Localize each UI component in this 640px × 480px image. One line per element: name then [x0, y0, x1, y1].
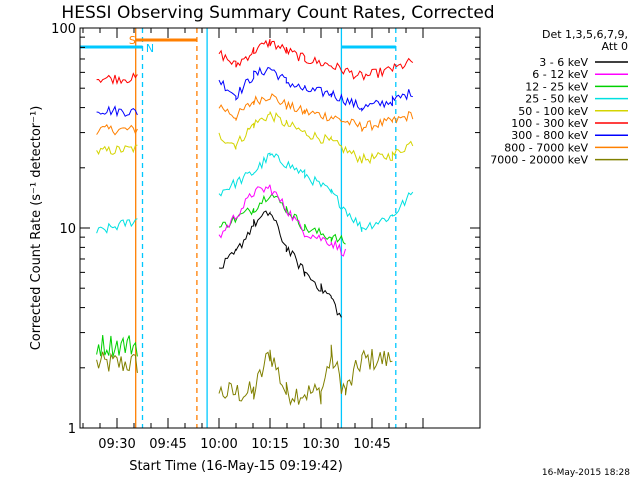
- y-tick-label: 100: [51, 22, 76, 37]
- legend-label: 300 - 800 keV: [511, 129, 588, 142]
- series-line: [96, 351, 138, 373]
- series-line: [218, 152, 414, 233]
- series-line: [96, 218, 138, 234]
- x-tick-label: 09:45: [149, 437, 186, 452]
- plot-frame: [79, 27, 481, 429]
- x-tick-label: 09:30: [98, 437, 135, 452]
- saa-label: S: [129, 34, 136, 47]
- series-line: [218, 93, 414, 132]
- y-axis-label: Corrected Count Rate (s⁻¹ detector⁻¹): [29, 106, 44, 351]
- night-label: N: [146, 42, 154, 55]
- x-axis-label: Start Time (16-May-15 09:19:42): [129, 459, 343, 474]
- legend-header-line1: Det 1,3,5,6,7,9,: [542, 28, 628, 41]
- series-layer: [96, 38, 414, 407]
- series-line: [96, 105, 138, 118]
- series-line: [96, 72, 138, 85]
- legend-label: 3 - 6 keV: [539, 56, 588, 69]
- attenuator-bands: SN: [80, 28, 397, 428]
- x-tick-label: 10:00: [200, 437, 237, 452]
- legend-label: 50 - 100 keV: [518, 105, 588, 118]
- y-tick-label: 10: [59, 222, 76, 237]
- series-line: [218, 344, 393, 407]
- timestamp: 16-May-2015 18:28: [542, 468, 630, 478]
- chart-title: HESSI Observing Summary Count Rates, Cor…: [61, 3, 494, 23]
- x-tick-label: 10:45: [353, 437, 390, 452]
- legend-label: 100 - 300 keV: [511, 117, 588, 130]
- series-line: [96, 123, 138, 136]
- legend-label: 800 - 7000 keV: [504, 141, 588, 154]
- series-line: [96, 334, 138, 357]
- series-line: [96, 144, 138, 156]
- x-tick-label: 10:30: [302, 437, 339, 452]
- series-line: [218, 38, 414, 82]
- series-line: [218, 184, 346, 257]
- y-axis-ticks: 1 10 100: [51, 22, 480, 437]
- legend-label: 25 - 50 keV: [525, 93, 588, 106]
- x-tick-label: 10:15: [251, 437, 288, 452]
- legend-label: 6 - 12 keV: [532, 68, 588, 81]
- legend-label: 7000 - 20000 keV: [490, 154, 588, 167]
- legend-label: 12 - 25 keV: [525, 80, 588, 93]
- series-line: [218, 210, 342, 318]
- x-axis-ticks: 09:30 09:45 10:00 10:15 10:30 10:45: [82, 28, 424, 452]
- legend-header-line2: Att 0: [602, 40, 628, 53]
- y-tick-label: 1: [68, 422, 76, 437]
- series-line: [218, 111, 414, 165]
- series-line: [218, 193, 346, 245]
- series-line: [218, 66, 413, 112]
